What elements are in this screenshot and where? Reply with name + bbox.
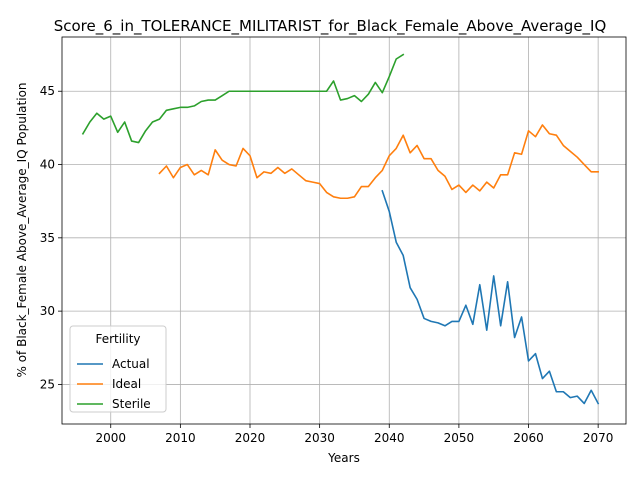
y-tick-label: 40 bbox=[40, 158, 55, 172]
legend-title: Fertility bbox=[95, 332, 140, 346]
y-tick-label: 30 bbox=[40, 304, 55, 318]
plot-frame bbox=[61, 36, 627, 425]
legend-box bbox=[69, 325, 167, 413]
series-line-ideal bbox=[158, 124, 599, 200]
x-tick-label: 2000 bbox=[95, 431, 126, 445]
legend-label-sterile: Sterile bbox=[112, 397, 151, 411]
series-line-actual bbox=[381, 189, 600, 405]
y-tick-label: 45 bbox=[40, 84, 55, 98]
x-tick-label: 2060 bbox=[513, 431, 544, 445]
x-tick-label: 2040 bbox=[374, 431, 405, 445]
legend-label-ideal: Ideal bbox=[112, 377, 141, 391]
x-tick-label: 2070 bbox=[583, 431, 614, 445]
x-tick-label: 2030 bbox=[304, 431, 335, 445]
legend-label-actual: Actual bbox=[112, 357, 150, 371]
x-tick-label: 2050 bbox=[444, 431, 475, 445]
x-tick-label: 2020 bbox=[235, 431, 266, 445]
y-tick-label: 35 bbox=[40, 231, 55, 245]
series-lines bbox=[81, 53, 600, 405]
x-tick-label: 2010 bbox=[165, 431, 196, 445]
chart-title: Score_6_in_TOLERANCE_MILITARIST_for_Blac… bbox=[54, 17, 607, 36]
legend: Fertility Actual Ideal Sterile bbox=[69, 325, 167, 413]
axis-ticks: 2000 2010 2020 2030 2040 2050 2060 2070 25 30 35 40… bbox=[40, 84, 614, 445]
series-line-sterile bbox=[81, 53, 405, 144]
y-axis-label: % of Black_Female Above_Average_IQ Popul… bbox=[15, 82, 29, 377]
y-tick-label: 25 bbox=[40, 377, 55, 391]
x-axis-label: Years bbox=[327, 451, 360, 465]
